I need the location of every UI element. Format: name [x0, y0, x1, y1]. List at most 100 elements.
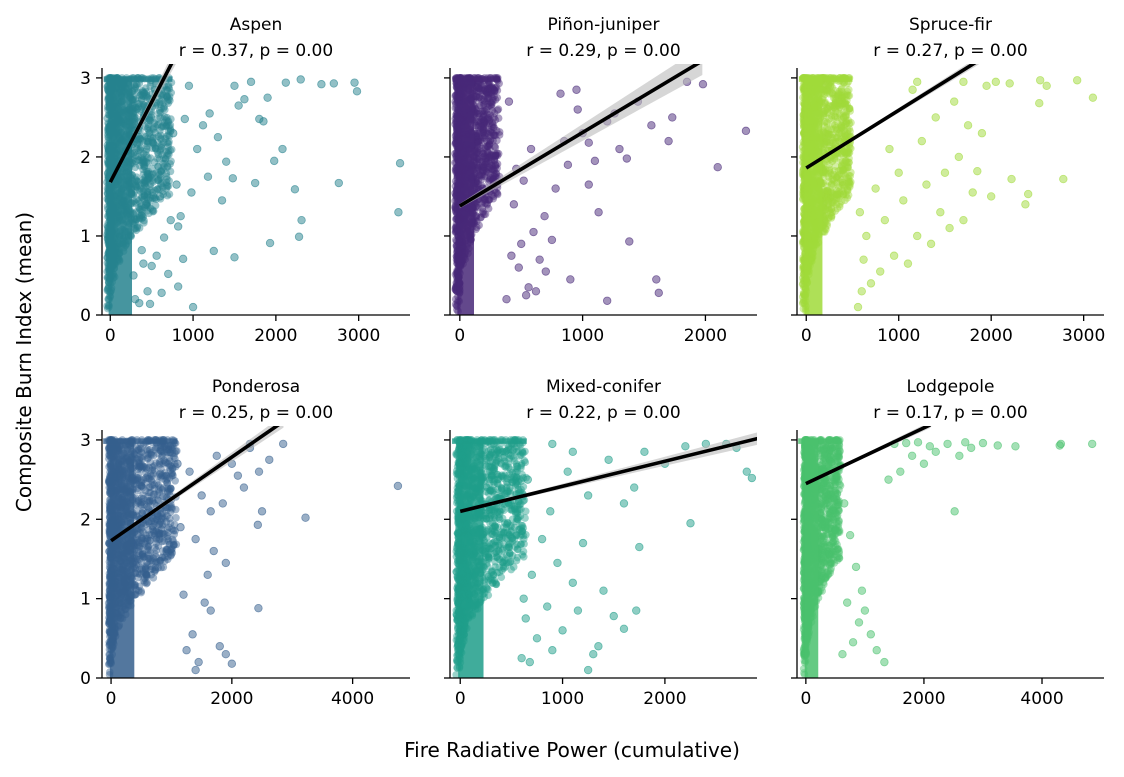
scatter-point	[153, 516, 161, 525]
scatter-point	[840, 127, 849, 135]
scatter-point	[155, 192, 165, 201]
scatter-point	[482, 119, 491, 128]
scatter-point	[839, 118, 847, 126]
scatter-point	[483, 94, 491, 103]
scatter-point	[263, 93, 272, 102]
scatter-point	[838, 93, 846, 102]
scatter-point	[479, 96, 488, 104]
scatter-point	[132, 157, 140, 166]
scatter-point	[847, 178, 855, 186]
scatter-point	[472, 137, 481, 146]
scatter-point	[837, 158, 845, 167]
scatter-point	[141, 569, 150, 577]
scatter-point	[142, 183, 150, 191]
scatter-point	[820, 135, 829, 143]
scatter-point	[476, 171, 484, 180]
scatter-point	[825, 194, 833, 203]
scatter-point	[826, 209, 835, 217]
scatter-point	[840, 164, 849, 173]
scatter-point	[156, 556, 165, 565]
scatter-point	[829, 198, 837, 206]
scatter-point	[834, 194, 843, 203]
scatter-point	[823, 187, 832, 195]
scatter-point	[157, 288, 166, 298]
scatter-point	[134, 146, 143, 155]
scatter-point	[159, 91, 168, 100]
scatter-point	[157, 173, 165, 182]
scatter-point	[841, 171, 849, 180]
scatter-point	[474, 148, 483, 157]
scatter-point	[840, 148, 849, 156]
scatter-point	[488, 84, 496, 92]
scatter-point	[133, 223, 142, 232]
scatter-point	[167, 145, 176, 154]
scatter-point	[492, 161, 500, 170]
scatter-point	[484, 148, 492, 157]
scatter-point	[161, 469, 169, 477]
scatter-point	[334, 178, 343, 188]
scatter-point	[132, 181, 140, 190]
confidence-band	[459, 64, 703, 209]
scatter-point	[193, 144, 202, 154]
scatter-point	[472, 175, 480, 183]
outlier-points	[129, 75, 405, 312]
scatter-point	[821, 100, 829, 108]
scatter-point	[145, 209, 153, 218]
scatter-point	[137, 557, 145, 566]
scatter-point	[488, 87, 497, 95]
scatter-point	[842, 131, 850, 140]
scatter-point	[844, 175, 853, 183]
scatter-point	[133, 475, 142, 484]
scatter-point	[487, 164, 496, 173]
scatter-point	[133, 195, 141, 204]
scatter-point	[135, 224, 144, 232]
scatter-point	[163, 191, 172, 200]
scatter-point	[871, 184, 880, 193]
scatter-point	[828, 120, 837, 128]
scatter-point	[845, 158, 853, 166]
scatter-point	[837, 135, 846, 143]
scatter-point	[152, 459, 160, 467]
scatter-point	[131, 163, 140, 172]
scatter-point	[472, 83, 481, 92]
scatter-point	[149, 176, 157, 185]
scatter-point	[837, 121, 845, 129]
scatter-point	[489, 192, 498, 201]
scatter-point	[492, 151, 500, 160]
scatter-point	[480, 85, 489, 94]
scatter-point	[152, 557, 161, 566]
scatter-point	[172, 447, 180, 455]
scatter-point	[130, 294, 140, 304]
scatter-point	[158, 122, 167, 130]
scatter-point	[297, 215, 306, 225]
dense-band-top	[103, 76, 173, 82]
scatter-point	[833, 99, 841, 108]
scatter-point	[475, 101, 484, 110]
scatter-point	[163, 85, 171, 94]
scatter-point	[130, 113, 139, 122]
scatter-point	[166, 466, 175, 475]
scatter-point	[936, 208, 945, 217]
scatter-point	[840, 123, 848, 131]
scatter-point	[148, 194, 157, 203]
scatter-point	[474, 94, 483, 103]
scatter-point	[838, 93, 847, 102]
scatter-point	[654, 288, 663, 298]
scatter-point	[140, 132, 149, 140]
scatter-point	[835, 200, 844, 209]
scatter-point	[836, 190, 844, 198]
scatter-point	[479, 163, 488, 172]
scatter-point	[131, 199, 140, 207]
scatter-point	[838, 88, 846, 96]
scatter-point	[821, 87, 829, 96]
scatter-point	[150, 158, 159, 166]
scatter-point	[825, 103, 834, 111]
scatter-point	[133, 81, 141, 89]
scatter-point	[278, 144, 287, 154]
scatter-point	[163, 163, 172, 171]
scatter-point	[841, 111, 850, 120]
scatter-point	[480, 112, 488, 120]
scatter-point	[844, 149, 853, 158]
scatter-point	[526, 144, 536, 154]
